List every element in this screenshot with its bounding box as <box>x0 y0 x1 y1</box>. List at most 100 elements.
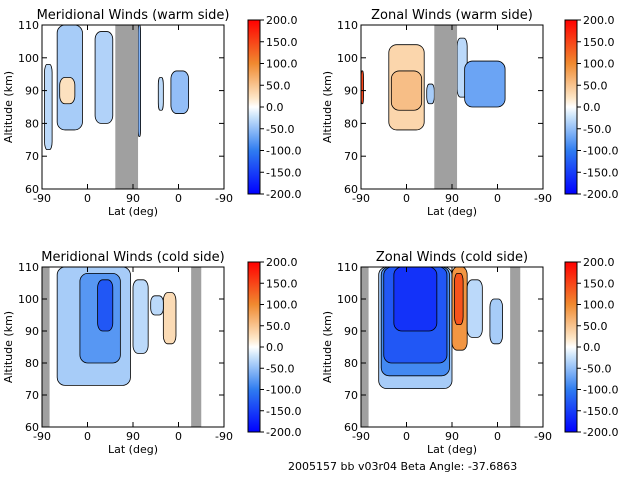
no-data-band-1 <box>115 25 139 189</box>
colorbar-tick-label: -50.0 <box>266 123 294 136</box>
y-tick-label: 110 <box>337 261 358 274</box>
y-axis-label: Altitude (km) <box>2 71 15 143</box>
y-tick-label: 90 <box>25 325 39 338</box>
y-tick-label: 70 <box>344 150 358 163</box>
y-tick-label: 60 <box>25 421 39 434</box>
colorbar <box>564 19 578 195</box>
x-tick-label: -90 <box>215 192 233 205</box>
colorbar-tick-label: -150.0 <box>266 166 301 179</box>
colorbar-tick-label: 50.0 <box>583 79 608 92</box>
contour-region-4 <box>393 266 438 332</box>
x-tick-label: 0 <box>494 192 501 205</box>
y-tick-label: 110 <box>18 19 39 32</box>
colorbar-tick-label: -100.0 <box>583 384 618 397</box>
y-tick-label: 70 <box>344 389 358 402</box>
colorbar-tick-label: -200.0 <box>266 426 301 439</box>
y-tick-label: 110 <box>337 19 358 32</box>
x-tick-label: 0 <box>403 192 410 205</box>
colorbar-tick-label: 150.0 <box>266 36 298 49</box>
colorbar-tick-label: 150.0 <box>266 277 298 290</box>
y-tick-label: 70 <box>25 150 39 163</box>
colorbar-tick-label: -200.0 <box>583 188 618 201</box>
chart-title: Zonal Winds (cold side) <box>376 250 528 265</box>
x-tick-label: 0 <box>84 192 91 205</box>
colorbar-tick-label: -50.0 <box>583 362 611 375</box>
contour-region-6 <box>454 272 464 325</box>
x-tick-label: 90 <box>126 430 140 443</box>
contour-region-6 <box>150 295 164 316</box>
contour-region-6 <box>426 83 435 105</box>
colorbar-tick-label: 200.0 <box>266 256 298 269</box>
contour-region-3 <box>390 70 423 111</box>
y-axis-label: Altitude (km) <box>321 71 334 143</box>
x-tick-label: 0 <box>175 192 182 205</box>
no-data-band-1 <box>42 267 50 427</box>
y-tick-label: 60 <box>344 183 358 196</box>
x-tick-label: -90 <box>534 430 552 443</box>
y-tick-label: 70 <box>25 389 39 402</box>
y-tick-label: 90 <box>25 85 39 98</box>
colorbar-tick-label: 200.0 <box>266 14 298 27</box>
colorbar-tick-label: 50.0 <box>266 79 291 92</box>
colorbar <box>247 261 261 433</box>
no-data-band-2 <box>510 267 521 427</box>
x-tick-label: 0 <box>84 430 91 443</box>
chart-panel-2: 60 70 80 90 100 110 -90 0 90 0 -90 Zonal Winds (war… <box>321 8 618 218</box>
x-tick-label: 90 <box>445 430 459 443</box>
colorbar <box>564 261 578 433</box>
colorbar-tick-label: -50.0 <box>266 362 294 375</box>
y-tick-label: 110 <box>18 261 39 274</box>
contour-region-3 <box>59 77 76 105</box>
contour-region-4 <box>94 31 114 124</box>
no-data-band-2 <box>191 267 202 427</box>
x-tick-label: -90 <box>534 192 552 205</box>
x-tick-label: -90 <box>33 430 51 443</box>
chart-title: Meridional Winds (cold side) <box>41 250 224 265</box>
chart-title: Zonal Winds (warm side) <box>371 8 533 23</box>
contour-region-4 <box>132 279 149 354</box>
x-tick-label: 90 <box>126 192 140 205</box>
contour-region-7 <box>170 70 190 114</box>
contour-region-6 <box>157 77 164 111</box>
colorbar-tick-label: -50.0 <box>583 123 611 136</box>
x-axis-label: Lat (deg) <box>427 205 477 218</box>
y-tick-label: 60 <box>344 421 358 434</box>
no-data-band-1 <box>434 25 458 189</box>
colorbar <box>247 19 261 195</box>
y-tick-label: 100 <box>18 52 39 65</box>
chart-title: Meridional Winds (warm side) <box>37 8 230 23</box>
y-axis-label: Altitude (km) <box>321 311 334 383</box>
colorbar-tick-label: 50.0 <box>266 320 291 333</box>
colorbar-tick-label: 100.0 <box>583 58 615 71</box>
no-data-band-1 <box>361 267 369 427</box>
contour-region-5 <box>137 24 141 137</box>
colorbar-tick-label: -150.0 <box>583 405 618 418</box>
contour-region-8 <box>489 298 503 345</box>
x-tick-label: -90 <box>33 192 51 205</box>
colorbar-tick-label: -100.0 <box>583 145 618 158</box>
chart-panel-4: 60 70 80 90 100 110 -90 0 90 0 -90 Zonal Winds (col… <box>321 250 618 456</box>
y-tick-label: 90 <box>344 325 358 338</box>
y-tick-label: 80 <box>344 117 358 130</box>
y-tick-label: 60 <box>25 183 39 196</box>
contour-region-5 <box>464 60 506 108</box>
x-tick-label: 0 <box>175 430 182 443</box>
colorbar-tick-label: 0.0 <box>266 341 284 354</box>
colorbar-tick-label: -200.0 <box>583 426 618 439</box>
colorbar-tick-label: -100.0 <box>266 384 301 397</box>
contour-region-5 <box>162 292 177 345</box>
colorbar-tick-label: 50.0 <box>583 320 608 333</box>
x-axis-label: Lat (deg) <box>427 443 477 456</box>
colorbar-tick-label: 0.0 <box>583 341 601 354</box>
colorbar-tick-label: -150.0 <box>266 405 301 418</box>
y-tick-label: 100 <box>337 52 358 65</box>
contour-region-7 <box>466 279 483 338</box>
colorbar-tick-label: 100.0 <box>266 299 298 312</box>
contour-region-3 <box>97 279 114 332</box>
colorbar-tick-label: -100.0 <box>266 145 301 158</box>
colorbar-tick-label: 100.0 <box>583 299 615 312</box>
y-tick-label: 90 <box>344 85 358 98</box>
y-tick-label: 80 <box>25 357 39 370</box>
y-tick-label: 80 <box>25 117 39 130</box>
